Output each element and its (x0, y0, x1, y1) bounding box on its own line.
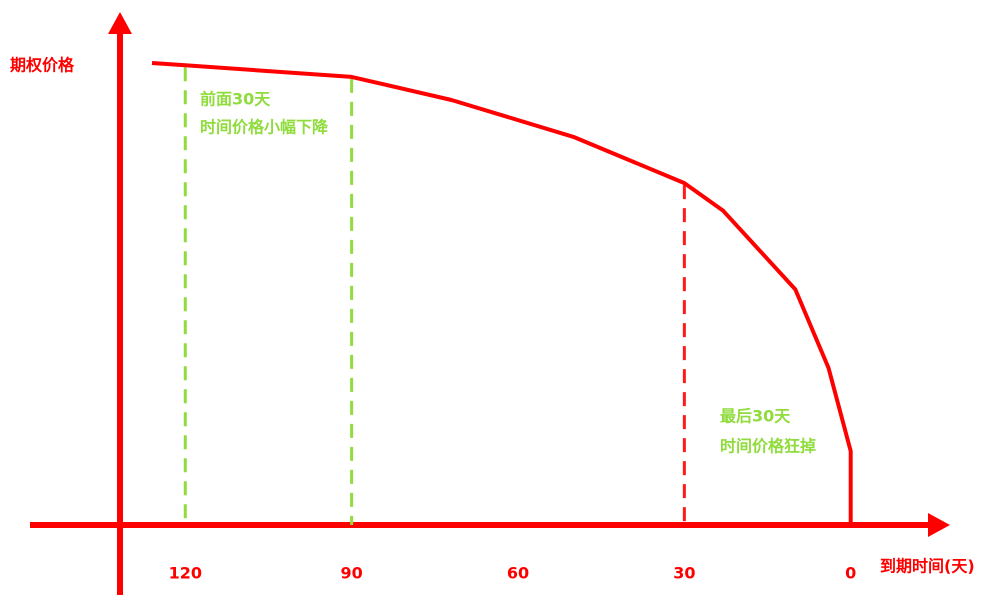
price-curve (151, 61, 853, 525)
x-tick-label: 120 (169, 564, 202, 583)
x-axis-arrow (928, 513, 950, 537)
annotation: 前面30天 (200, 90, 271, 109)
annotation: 时间价格小幅下降 (200, 118, 329, 137)
x-tick-label: 60 (507, 564, 529, 583)
x-tick-label: 0 (845, 564, 856, 583)
x-tick-label: 30 (673, 564, 695, 583)
y-axis-arrow (108, 12, 132, 34)
annotation: 最后30天 (720, 407, 791, 426)
x-axis-label: 到期时间(天) (880, 557, 975, 576)
y-axis-label: 期权价格 (10, 56, 75, 75)
annotation: 时间价格狂掉 (720, 437, 816, 456)
x-tick-label: 90 (341, 564, 363, 583)
